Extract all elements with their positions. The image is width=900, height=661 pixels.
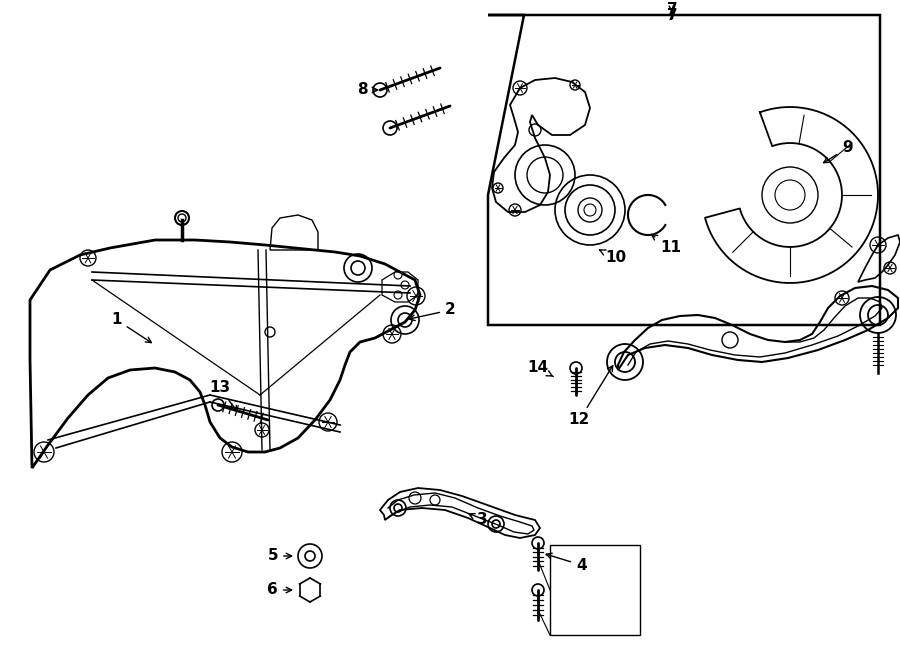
Text: 11: 11	[652, 235, 681, 256]
Circle shape	[383, 121, 397, 135]
Text: 7: 7	[667, 3, 678, 17]
Text: 2: 2	[410, 303, 455, 321]
Circle shape	[373, 83, 387, 97]
Text: 13: 13	[209, 381, 238, 412]
Circle shape	[532, 537, 544, 549]
Text: 4: 4	[546, 553, 587, 572]
Text: 1: 1	[112, 313, 151, 342]
Text: 7: 7	[667, 8, 678, 23]
Bar	[550, 545, 640, 635]
Circle shape	[175, 211, 189, 225]
Text: 10: 10	[599, 250, 626, 266]
Circle shape	[532, 584, 544, 596]
Text: 8: 8	[357, 83, 378, 98]
Text: 6: 6	[267, 582, 292, 598]
Text: 9: 9	[824, 141, 852, 163]
Text: 12: 12	[569, 366, 613, 428]
Circle shape	[212, 399, 224, 411]
Circle shape	[570, 362, 582, 374]
Text: 5: 5	[267, 549, 292, 563]
Text: 3: 3	[469, 512, 488, 527]
Text: 14: 14	[526, 360, 554, 377]
